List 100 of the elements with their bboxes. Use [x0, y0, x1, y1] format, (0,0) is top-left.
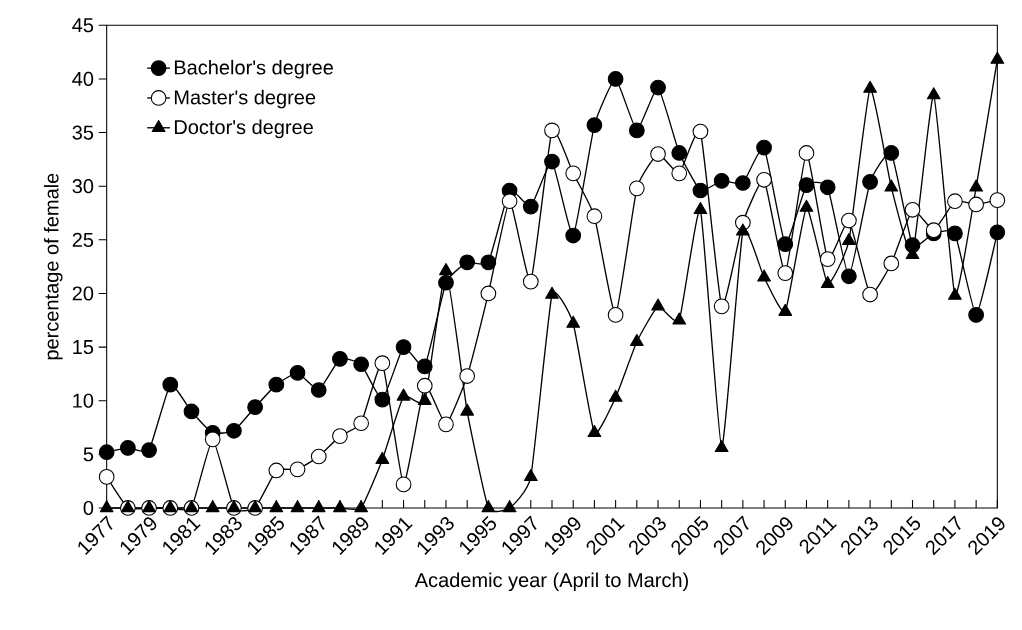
point	[586, 208, 603, 225]
point	[608, 389, 623, 402]
point	[522, 198, 539, 215]
point	[628, 122, 645, 139]
point	[310, 382, 327, 398]
point	[672, 312, 687, 325]
point	[692, 182, 709, 199]
point	[777, 236, 794, 252]
legend-label: Master's degree	[174, 89, 316, 109]
point	[290, 500, 305, 513]
point	[671, 165, 688, 182]
point	[460, 403, 475, 416]
point	[544, 122, 560, 139]
point	[502, 500, 517, 513]
point	[375, 451, 390, 464]
point	[713, 172, 730, 189]
point	[353, 356, 370, 373]
point	[501, 193, 518, 210]
point	[544, 153, 560, 170]
y-tick-label: 0	[83, 500, 94, 516]
y-tick-label: 20	[72, 286, 94, 301]
point	[354, 500, 369, 513]
point	[841, 212, 857, 229]
point	[545, 286, 559, 299]
point	[989, 192, 1006, 209]
point	[417, 392, 432, 405]
point	[565, 227, 582, 244]
point	[692, 123, 709, 140]
point	[289, 364, 306, 381]
point	[734, 175, 751, 191]
point	[566, 315, 581, 328]
point	[205, 500, 220, 513]
point	[310, 448, 327, 465]
point	[671, 145, 688, 161]
point	[120, 440, 136, 456]
point	[989, 224, 1006, 241]
point	[98, 444, 115, 461]
point	[416, 377, 433, 394]
point	[607, 307, 624, 323]
point	[693, 201, 708, 215]
y-tick-label: 10	[73, 393, 94, 408]
point	[586, 117, 603, 133]
point	[650, 79, 666, 96]
point	[332, 351, 348, 367]
point	[714, 440, 729, 453]
point	[841, 268, 857, 285]
point	[587, 425, 602, 438]
point	[904, 201, 921, 218]
point	[607, 71, 624, 87]
y-tick-label: 25	[72, 232, 94, 247]
point	[396, 388, 411, 401]
point	[968, 307, 984, 323]
point	[863, 80, 877, 93]
point	[565, 165, 582, 182]
point	[269, 500, 284, 513]
point	[162, 376, 179, 393]
point	[204, 431, 221, 448]
point	[374, 355, 391, 372]
point	[947, 225, 963, 242]
point	[948, 287, 962, 300]
point	[777, 265, 794, 281]
y-tick-label: 5	[83, 447, 94, 462]
point	[842, 233, 856, 246]
point	[947, 193, 963, 210]
point	[798, 145, 815, 161]
point	[926, 87, 941, 100]
point	[757, 269, 771, 282]
point	[862, 286, 878, 303]
point	[268, 462, 285, 479]
point	[819, 251, 836, 268]
point	[289, 461, 306, 478]
point	[395, 476, 412, 493]
point	[268, 376, 285, 393]
y-axis-title: percentage of female	[43, 173, 63, 360]
point	[819, 179, 836, 196]
point	[98, 469, 115, 485]
point	[820, 275, 835, 289]
point	[629, 333, 644, 346]
point	[99, 500, 114, 513]
point	[141, 442, 157, 458]
point	[459, 368, 476, 384]
point	[438, 416, 454, 433]
point	[756, 139, 772, 156]
point	[353, 415, 370, 432]
point	[756, 171, 772, 188]
point	[226, 422, 242, 439]
y-tick-label: 35	[72, 125, 94, 140]
legend-label: Doctor's degree	[174, 119, 313, 139]
point	[713, 298, 730, 315]
y-tick-label: 30	[72, 179, 94, 194]
point	[883, 255, 900, 272]
point	[862, 174, 878, 190]
point	[247, 399, 263, 416]
point	[523, 469, 538, 482]
y-tick-label: 45	[72, 18, 94, 33]
legend-label: Bachelor's degree	[174, 59, 333, 79]
point	[183, 403, 200, 420]
point	[968, 196, 984, 213]
point	[333, 500, 347, 513]
point	[650, 146, 666, 162]
